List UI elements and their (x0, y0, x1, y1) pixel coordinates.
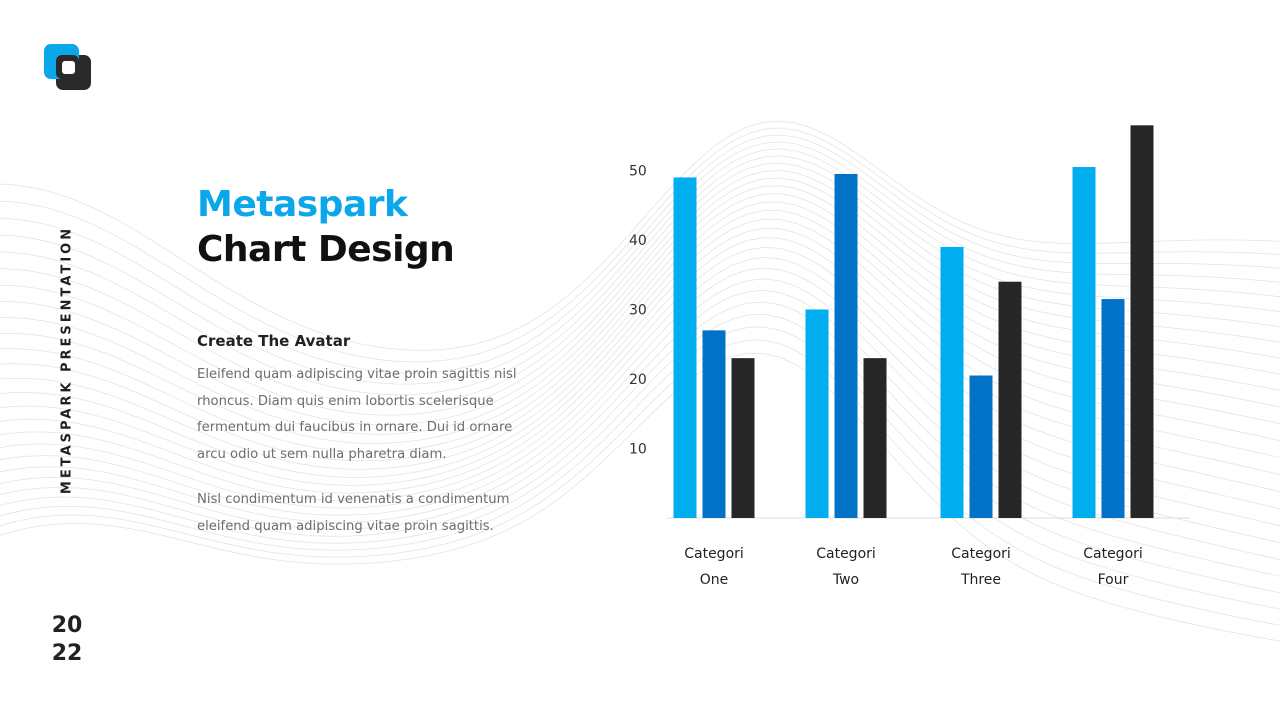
y-tick-label: 10 (629, 442, 647, 458)
wave-line (0, 352, 1280, 642)
wave-line (0, 339, 1280, 626)
x-tick-label: Categori Four (1083, 546, 1143, 588)
y-tick-label: 20 (629, 372, 647, 388)
y-tick-label: 50 (629, 164, 647, 180)
bar (998, 281, 1022, 518)
title-line-2: Chart Design (197, 229, 455, 270)
bar-chart: 10 20 30 40 50 Categori One Categori Two Categori… (629, 125, 1190, 588)
year-line-2: 22 (51, 641, 83, 666)
bar (834, 173, 858, 518)
year-label: 20 22 (45, 612, 89, 668)
wave-line (0, 326, 1280, 610)
x-tick-label: Categori Three (951, 546, 1011, 588)
bar (1072, 167, 1096, 518)
wave-line (0, 301, 1280, 577)
bar (1130, 125, 1154, 518)
section-subheading: Create The Avatar (197, 332, 351, 350)
title-line-1: Metaspark (197, 184, 408, 225)
bar (969, 375, 993, 518)
wave-line (0, 313, 1280, 594)
bar (805, 309, 829, 518)
body-paragraph-2: Nisl condimentum id venenatis a condimen… (197, 492, 510, 534)
year-line-1: 20 (51, 613, 83, 638)
y-tick-label: 30 (629, 303, 647, 319)
y-tick-label: 40 (629, 233, 647, 249)
bar (702, 330, 726, 518)
x-tick-label: Categori One (684, 546, 744, 588)
vertical-presentation-label: METASPARK PRESENTATION (59, 225, 75, 495)
bar (940, 246, 964, 518)
bar (1101, 299, 1125, 518)
metaspark-logo-icon (44, 44, 91, 90)
bar (731, 358, 755, 518)
body-paragraph-1: Eleifend quam adipiscing vitae proin sag… (197, 367, 517, 462)
bar (863, 358, 887, 518)
page-title: Metaspark Chart Design (197, 182, 455, 272)
bar (673, 177, 697, 518)
x-tick-label: Categori Two (816, 546, 876, 588)
